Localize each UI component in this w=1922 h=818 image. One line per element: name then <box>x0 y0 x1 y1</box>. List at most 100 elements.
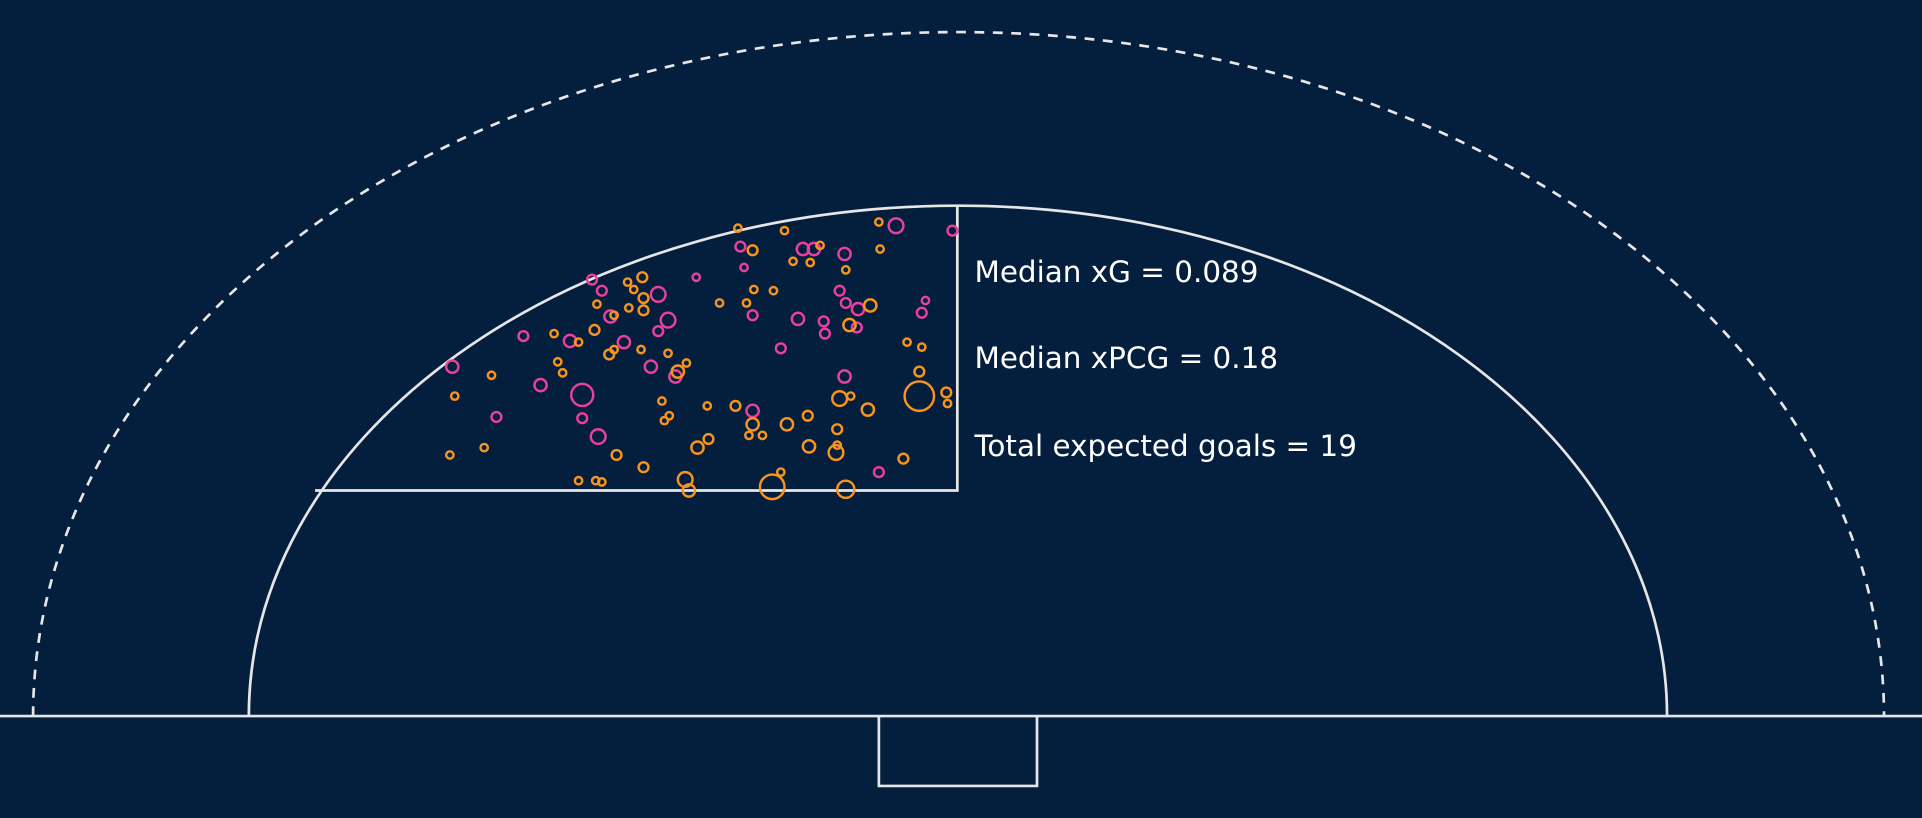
points <box>444 217 959 501</box>
shot <box>801 439 817 454</box>
shot <box>940 386 953 399</box>
shot <box>449 391 460 402</box>
shot <box>744 430 754 441</box>
shot <box>817 315 830 328</box>
shot <box>552 356 563 367</box>
shot <box>920 295 931 306</box>
shot <box>637 291 650 305</box>
shot <box>746 309 759 322</box>
shot <box>790 311 806 327</box>
shot <box>479 442 490 453</box>
shot <box>875 244 886 254</box>
shot <box>691 272 702 283</box>
shot <box>628 284 639 295</box>
shot <box>702 401 713 411</box>
shot <box>588 323 601 337</box>
annotation: Median xPCG = 0.18 <box>974 341 1278 375</box>
shot <box>610 448 623 462</box>
shot <box>745 416 760 432</box>
shot <box>768 285 779 296</box>
shot <box>739 262 749 273</box>
shot <box>649 285 667 303</box>
shot <box>623 302 634 313</box>
shot <box>845 391 856 402</box>
shot <box>569 382 595 408</box>
shot <box>746 244 759 257</box>
shot <box>840 264 851 275</box>
shot <box>657 396 667 406</box>
shot <box>549 328 559 339</box>
shot <box>557 367 568 378</box>
shot <box>609 344 620 355</box>
shot <box>837 246 852 262</box>
shot <box>733 223 743 234</box>
shot <box>681 358 692 368</box>
shot <box>729 399 742 413</box>
shot <box>734 240 747 253</box>
shot <box>779 416 795 432</box>
shot <box>616 334 632 350</box>
shot <box>486 370 497 381</box>
shot <box>714 298 725 308</box>
shot <box>805 257 816 268</box>
shot <box>681 483 697 498</box>
shot <box>757 430 768 441</box>
shot <box>664 410 675 421</box>
shot <box>748 284 759 295</box>
shot <box>862 298 878 313</box>
shot <box>842 317 857 333</box>
shot <box>818 327 832 340</box>
shot <box>444 359 460 375</box>
shot <box>872 465 886 479</box>
outer-arc <box>31 30 1886 717</box>
shot <box>873 217 884 227</box>
shot <box>643 359 659 375</box>
shot <box>741 298 752 308</box>
shot <box>839 296 852 310</box>
shot <box>850 321 863 334</box>
shot <box>636 344 646 355</box>
shot <box>837 369 852 384</box>
shot <box>659 415 670 426</box>
shot <box>758 473 786 501</box>
shot <box>690 440 705 455</box>
shot <box>801 409 814 422</box>
shot <box>833 284 846 297</box>
shot <box>573 337 584 348</box>
shot <box>490 410 503 424</box>
shot <box>815 240 825 251</box>
shot <box>444 450 455 460</box>
shot <box>775 467 786 478</box>
shot <box>897 452 910 465</box>
shot <box>831 423 844 436</box>
shot <box>942 398 953 409</box>
annotation: Median xG = 0.089 <box>974 255 1258 289</box>
shot <box>779 225 790 236</box>
shot <box>946 224 959 237</box>
shot <box>916 342 927 353</box>
shot <box>592 299 602 310</box>
shot <box>596 477 607 487</box>
shot <box>609 310 620 321</box>
shot <box>637 304 650 317</box>
shot <box>887 217 905 235</box>
shot <box>589 427 607 446</box>
shot <box>637 461 650 474</box>
shot <box>585 273 599 286</box>
shot <box>652 325 665 338</box>
shot <box>788 256 798 267</box>
shot <box>915 306 928 319</box>
shot <box>860 402 876 417</box>
shot <box>663 348 673 359</box>
shot <box>827 443 845 462</box>
shot <box>659 311 677 329</box>
goal-box <box>877 716 1039 788</box>
shot <box>622 277 633 288</box>
shot <box>835 479 856 500</box>
shot <box>774 342 787 355</box>
shot <box>902 337 912 348</box>
shot <box>533 377 548 393</box>
inner-arc <box>247 204 1669 717</box>
